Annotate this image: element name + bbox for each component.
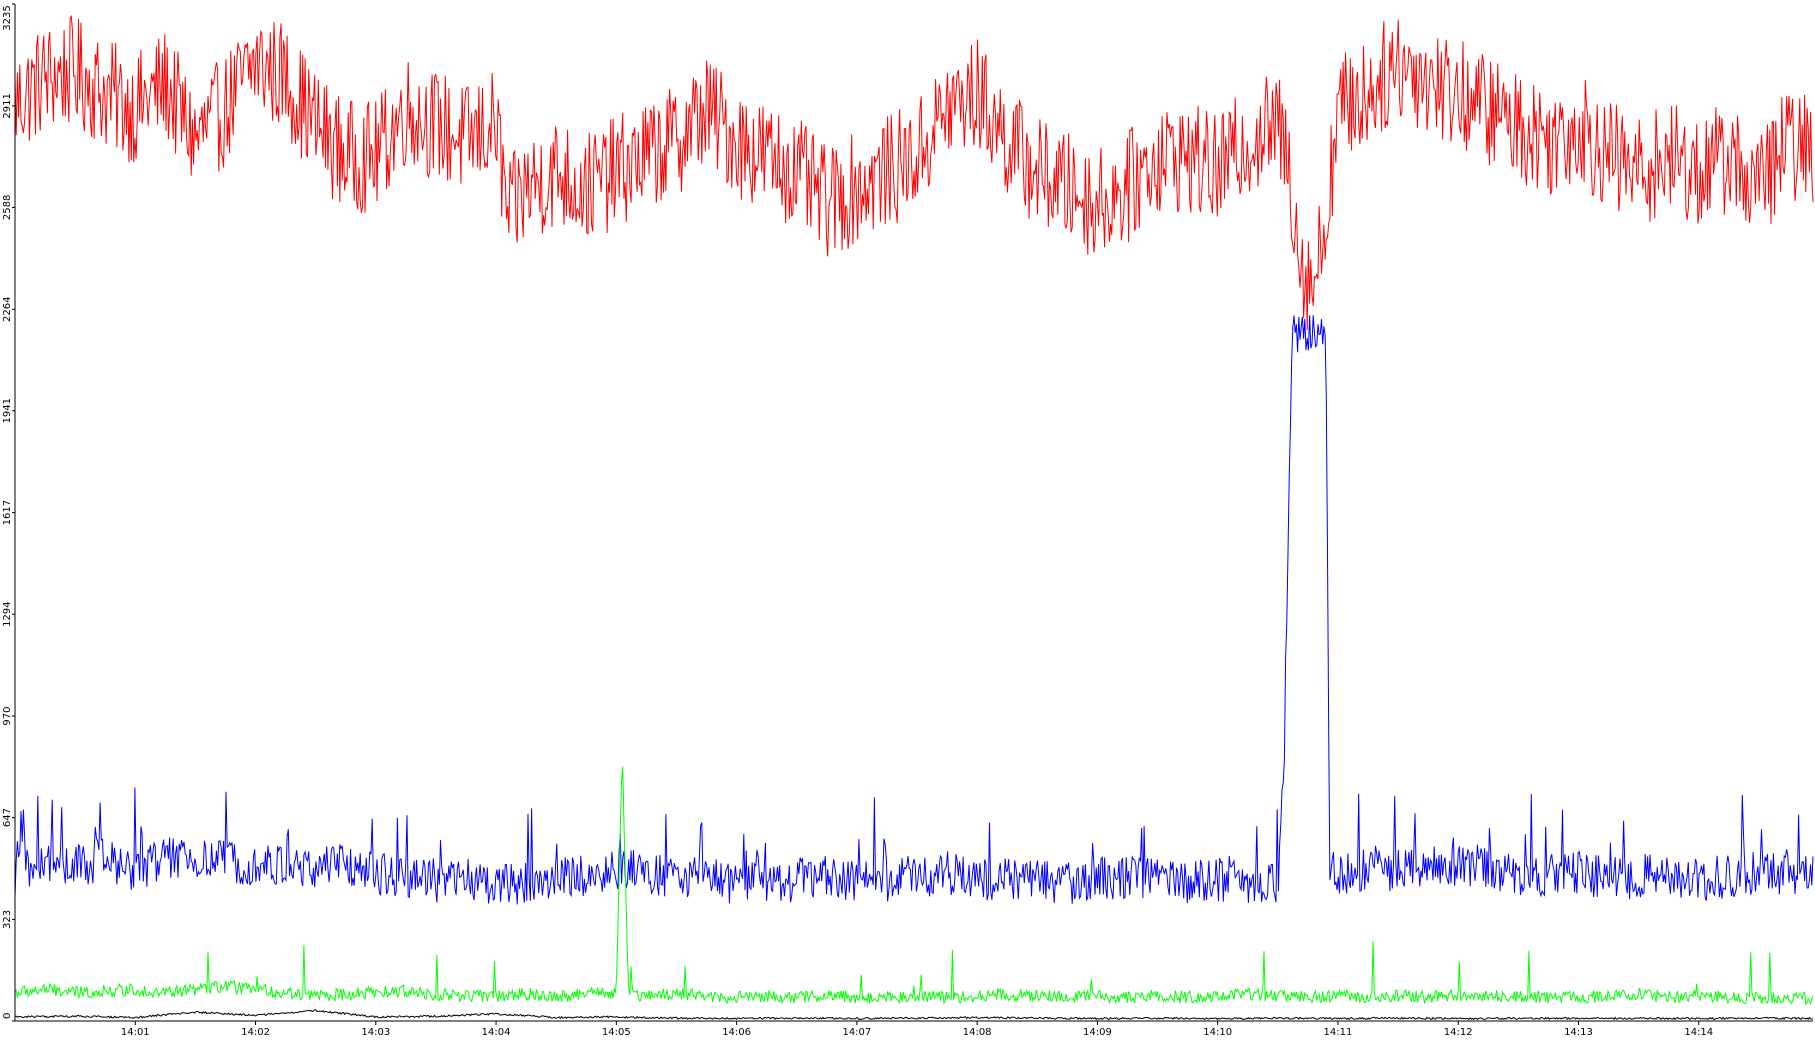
x-tick-label: 14:13 [1564,1027,1593,1038]
series-line-3 [14,1009,1814,1021]
x-tick-label: 14:10 [1203,1027,1232,1038]
x-tick-label: 14:05 [602,1027,631,1038]
x-tick-label: 14:14 [1684,1027,1713,1038]
series-line-2 [14,766,1814,1006]
y-tick-label: 323 [2,910,13,929]
x-tick-label: 14:08 [963,1027,992,1038]
x-tick-label: 14:06 [722,1027,751,1038]
y-tick-label: 3235 [2,5,13,30]
y-tick-label: 970 [2,707,13,726]
x-tick-label: 14:02 [241,1027,270,1038]
y-tick-label: 2264 [2,297,13,322]
y-tick-label: 1941 [2,398,13,423]
x-tick-label: 14:03 [361,1027,390,1038]
x-tick-label: 14:01 [121,1027,150,1038]
series-line-1 [14,315,1814,905]
series-layer [14,14,1814,1021]
axes-layer: 0 323 647 970 1294 1617 1941 2264 2588 2911 3235 14… [2,3,1813,1038]
x-tick-label: 14:07 [842,1027,871,1038]
x-tick-label: 14:09 [1083,1027,1112,1038]
y-tick-label: 2911 [2,93,13,118]
x-tick-label: 14:11 [1324,1027,1353,1038]
y-tick-label: 0 [2,1013,13,1019]
y-tick-label: 647 [2,808,13,827]
series-line-0 [14,14,1814,331]
x-tick-label: 14:12 [1444,1027,1473,1038]
y-tick-label: 1294 [2,601,13,626]
x-tick-label: 14:04 [482,1027,511,1038]
y-tick-label: 1617 [2,500,13,525]
y-tick-label: 2588 [2,195,13,220]
